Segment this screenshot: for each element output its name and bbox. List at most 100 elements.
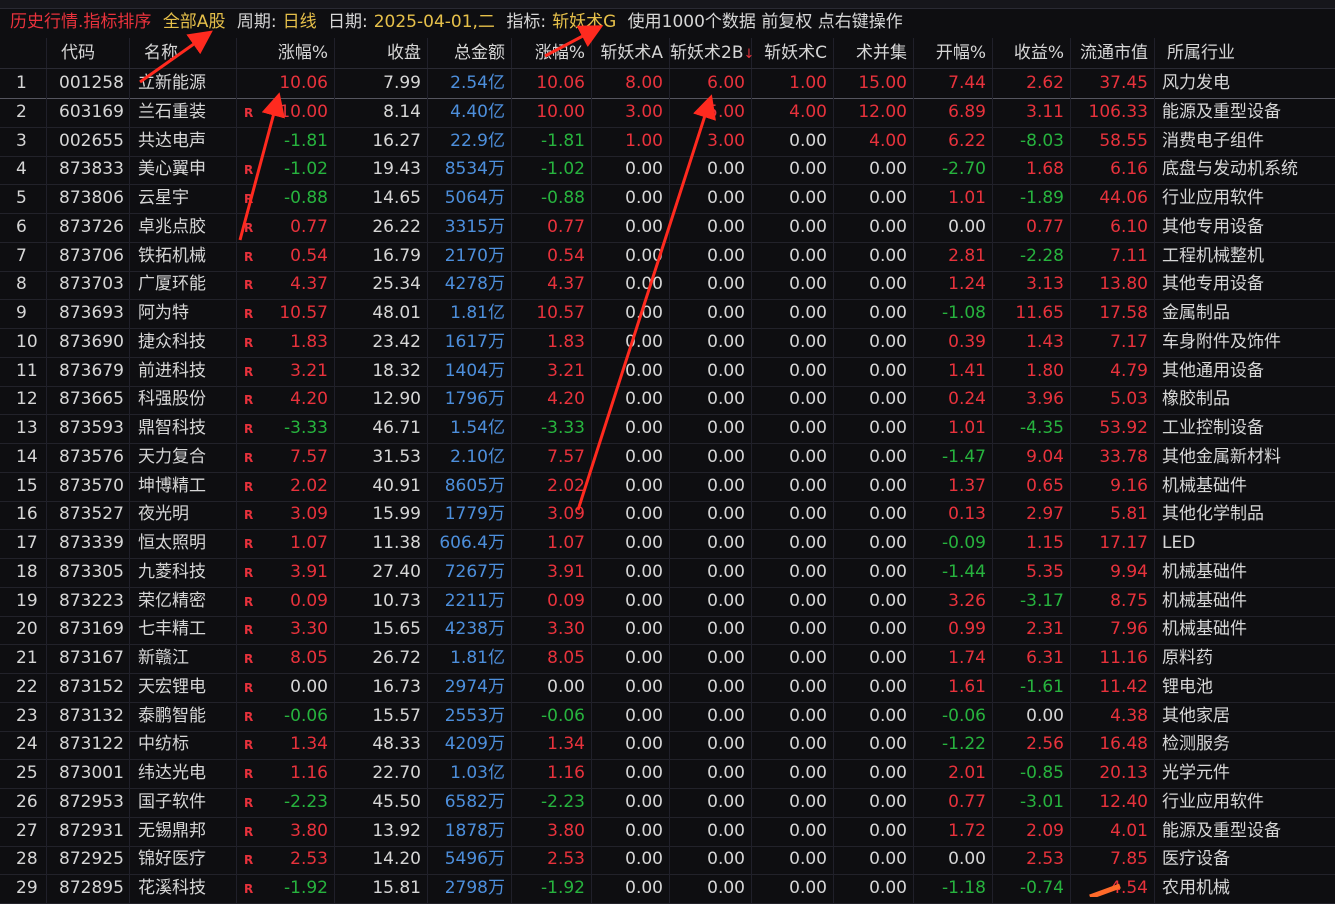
change-pct: -0.06 xyxy=(237,701,335,731)
table-row[interactable]: 26 872953 国子软件 -2.23 R 45.50 6582万 -2.23 0.00 0.0… xyxy=(0,787,1335,818)
profit-pct: 2.56 xyxy=(993,730,1071,760)
change-pct: 2.02 xyxy=(237,471,335,501)
open-pct: 0.99 xyxy=(914,615,993,645)
total-amount: 1.54亿 xyxy=(428,414,512,443)
market-selector[interactable]: 全部A股 xyxy=(162,12,226,32)
table-row[interactable]: 6 873726 卓兆点胶 0.77 R 26.22 3315万 0.77 0.00 0.00 0.… xyxy=(0,212,1335,243)
header-col-union[interactable]: 术并集 xyxy=(834,38,914,68)
table-row[interactable]: 7 873706 铁拓机械 0.54 R 16.79 2170万 0.54 0.00 0.00 0.… xyxy=(0,241,1335,272)
union-value: 0.00 xyxy=(834,816,914,846)
close-price: 14.20 xyxy=(335,845,428,875)
table-row[interactable]: 11 873679 前进科技 3.21 R 18.32 1404万 3.21 0.00 0.00 0… xyxy=(0,356,1335,387)
rights-marker-badge: R xyxy=(244,105,254,120)
table-row[interactable]: 28 872925 锦好医疗 2.53 R 14.20 5496万 2.53 0.00 0.00 0… xyxy=(0,845,1335,876)
change-pct-2: 1.16 xyxy=(512,759,592,788)
header-col-zyshu-c[interactable]: 斩妖术C xyxy=(752,38,834,68)
info-text: 使用1000个数据 前复权 点右键操作 xyxy=(627,12,903,32)
table-row[interactable]: 13 873593 鼎智科技 -3.33 R 46.71 1.54亿 -3.33 0.00 0.0… xyxy=(0,414,1335,444)
open-pct: 0.00 xyxy=(914,212,993,242)
table-row[interactable]: 29 872895 花溪科技 -1.92 R 15.81 2798万 -1.92 0.00 0.0… xyxy=(0,874,1335,904)
table-row[interactable]: 2 603169 兰石重装 10.00 R 8.14 4.40亿 10.00 3.00 5.00 4… xyxy=(0,97,1335,128)
table-row[interactable]: 22 873152 天宏锂电 0.00 R 16.73 2974万 0.00 0.00 0.00 0… xyxy=(0,672,1335,703)
zyshu-2b: 0.00 xyxy=(670,787,752,817)
row-index: 5 xyxy=(0,184,47,213)
table-row[interactable]: 21 873167 新赣江 8.05 R 26.72 1.81亿 8.05 0.00 0.00 0.… xyxy=(0,644,1335,674)
profit-pct: 0.65 xyxy=(993,471,1071,501)
profit-pct: -2.28 xyxy=(993,241,1071,271)
header-col-code[interactable]: 代码 xyxy=(47,38,130,68)
table-row[interactable]: 9 873693 阿为特 10.57 R 48.01 1.81亿 10.57 0.00 0.00 0… xyxy=(0,299,1335,329)
rights-marker-badge: R xyxy=(244,537,254,551)
table-row[interactable]: 23 873132 泰鹏智能 -0.06 R 15.57 2553万 -0.06 0.00 0.0… xyxy=(0,701,1335,732)
table-row[interactable]: 25 873001 纬达光电 1.16 R 22.70 1.03亿 1.16 0.00 0.00 0… xyxy=(0,759,1335,789)
float-mcap: 44.06 xyxy=(1071,184,1155,213)
table-row[interactable]: 27 872931 无锡鼎邦 3.80 R 13.92 1878万 3.80 0.00 0.00 0… xyxy=(0,816,1335,847)
zyshu-a: 0.00 xyxy=(592,442,670,472)
header-label: 收盘 xyxy=(387,43,421,63)
profit-pct: 0.77 xyxy=(993,212,1071,242)
table-row[interactable]: 15 873570 坤博精工 2.02 R 40.91 8605万 2.02 0.00 0.00 0… xyxy=(0,471,1335,502)
open-pct: 1.01 xyxy=(914,184,993,213)
industry: 行业应用软件 xyxy=(1162,188,1264,208)
header-col-amount[interactable]: 总金额 xyxy=(428,38,512,68)
profit-pct: 3.11 xyxy=(993,97,1071,127)
date-value[interactable]: 2025-04-01,二 xyxy=(373,12,495,32)
table-row[interactable]: 17 873339 恒太照明 1.07 R 11.38 606.4万 1.07 0.00 0.00… xyxy=(0,529,1335,559)
table-row[interactable]: 10 873690 捷众科技 1.83 R 23.42 1617万 1.83 0.00 0.00 0… xyxy=(0,327,1335,358)
profit-pct: 0.00 xyxy=(993,701,1071,731)
zyshu-c: 0.00 xyxy=(752,816,834,846)
header-col-name[interactable]: 名称 xyxy=(130,38,237,68)
float-mcap: 7.11 xyxy=(1071,241,1155,271)
table-row[interactable]: 16 873527 夜光明 3.09 R 15.99 1779万 3.09 0.00 0.00 0.… xyxy=(0,500,1335,531)
header-col-change[interactable]: 涨幅% xyxy=(237,38,335,68)
total-amount: 2.54亿 xyxy=(428,69,512,98)
open-pct: -1.44 xyxy=(914,557,993,587)
float-mcap: 4.54 xyxy=(1071,874,1155,903)
float-mcap: 7.17 xyxy=(1071,327,1155,357)
header-col-float-mcap[interactable]: 流通市值 xyxy=(1071,38,1155,68)
header-col-zyshu-a[interactable]: 斩妖术A xyxy=(592,38,670,68)
rights-marker-badge: R xyxy=(244,795,254,810)
table-row[interactable]: 18 873305 九菱科技 3.91 R 27.40 7267万 3.91 0.00 0.00 0… xyxy=(0,557,1335,588)
change-pct: 10.00 xyxy=(237,97,335,127)
header-col-open[interactable]: 开幅% xyxy=(914,38,993,68)
table-row[interactable]: 3 002655 共达电声 -1.81 16.27 22.9亿 -1.81 1.00 3.00 0… xyxy=(0,126,1335,157)
header-col-zyshu-2b[interactable]: 斩妖术2B↓ xyxy=(670,38,754,68)
header-col-profit[interactable]: 收益% xyxy=(993,38,1071,68)
float-mcap: 4.38 xyxy=(1071,701,1155,731)
table-row[interactable]: 12 873665 科强股份 4.20 R 12.90 1796万 4.20 0.00 0.00 0… xyxy=(0,385,1335,416)
close-price: 25.34 xyxy=(335,270,428,300)
open-pct: 1.74 xyxy=(914,644,993,673)
industry: 原料药 xyxy=(1162,648,1213,668)
float-mcap: 12.40 xyxy=(1071,787,1155,817)
zyshu-c: 4.00 xyxy=(752,97,834,127)
close-price: 22.70 xyxy=(335,759,428,788)
table-row[interactable]: 1 001258 立新能源 10.06 7.99 2.54亿 10.06 8.00 6.00 1.… xyxy=(0,69,1335,99)
industry: 工程机械整机 xyxy=(1162,245,1264,266)
close-price: 40.91 xyxy=(335,471,428,501)
table-row[interactable]: 19 873223 荣亿精密 0.09 R 10.73 2211万 0.09 0.00 0.00 0… xyxy=(0,586,1335,617)
zyshu-2b: 0.00 xyxy=(670,327,752,357)
header-col-change2[interactable]: 涨幅% xyxy=(512,38,592,68)
table-row[interactable]: 14 873576 天力复合 7.57 R 31.53 2.10亿 7.57 0.00 0.00 0… xyxy=(0,442,1335,473)
zyshu-c: 0.00 xyxy=(752,356,834,386)
union-value: 0.00 xyxy=(834,299,914,328)
profit-pct: -1.89 xyxy=(993,184,1071,213)
close-price: 31.53 xyxy=(335,442,428,472)
table-row[interactable]: 20 873169 七丰精工 3.30 R 15.65 4238万 3.30 0.00 0.00 0… xyxy=(0,615,1335,646)
rights-marker-badge: R xyxy=(244,738,254,753)
header-col-index[interactable] xyxy=(0,38,47,68)
change-pct-2: 7.57 xyxy=(512,442,592,472)
table-row[interactable]: 8 873703 广厦环能 4.37 R 25.34 4278万 4.37 0.00 0.00 0.… xyxy=(0,270,1335,301)
stock-name: 恒太照明 xyxy=(130,529,237,558)
table-row[interactable]: 5 873806 云星宇 -0.88 R 14.65 5064万 -0.88 0.00 0.00 0… xyxy=(0,184,1335,214)
table-row[interactable]: 24 873122 中纺标 1.34 R 48.33 4209万 1.34 0.00 0.00 0.… xyxy=(0,730,1335,761)
stock-code: 873167 xyxy=(47,644,130,673)
indicator-value[interactable]: 斩妖术G xyxy=(552,12,617,32)
float-mcap: 5.03 xyxy=(1071,385,1155,415)
header-col-industry[interactable]: 所属行业 xyxy=(1155,38,1335,68)
stock-code: 873152 xyxy=(47,672,130,702)
table-row[interactable]: 4 873833 美心翼申 -1.02 R 19.43 8534万 -1.02 0.00 0.00… xyxy=(0,155,1335,186)
period-value[interactable]: 日线 xyxy=(282,12,317,32)
header-col-close[interactable]: 收盘 xyxy=(335,38,428,68)
